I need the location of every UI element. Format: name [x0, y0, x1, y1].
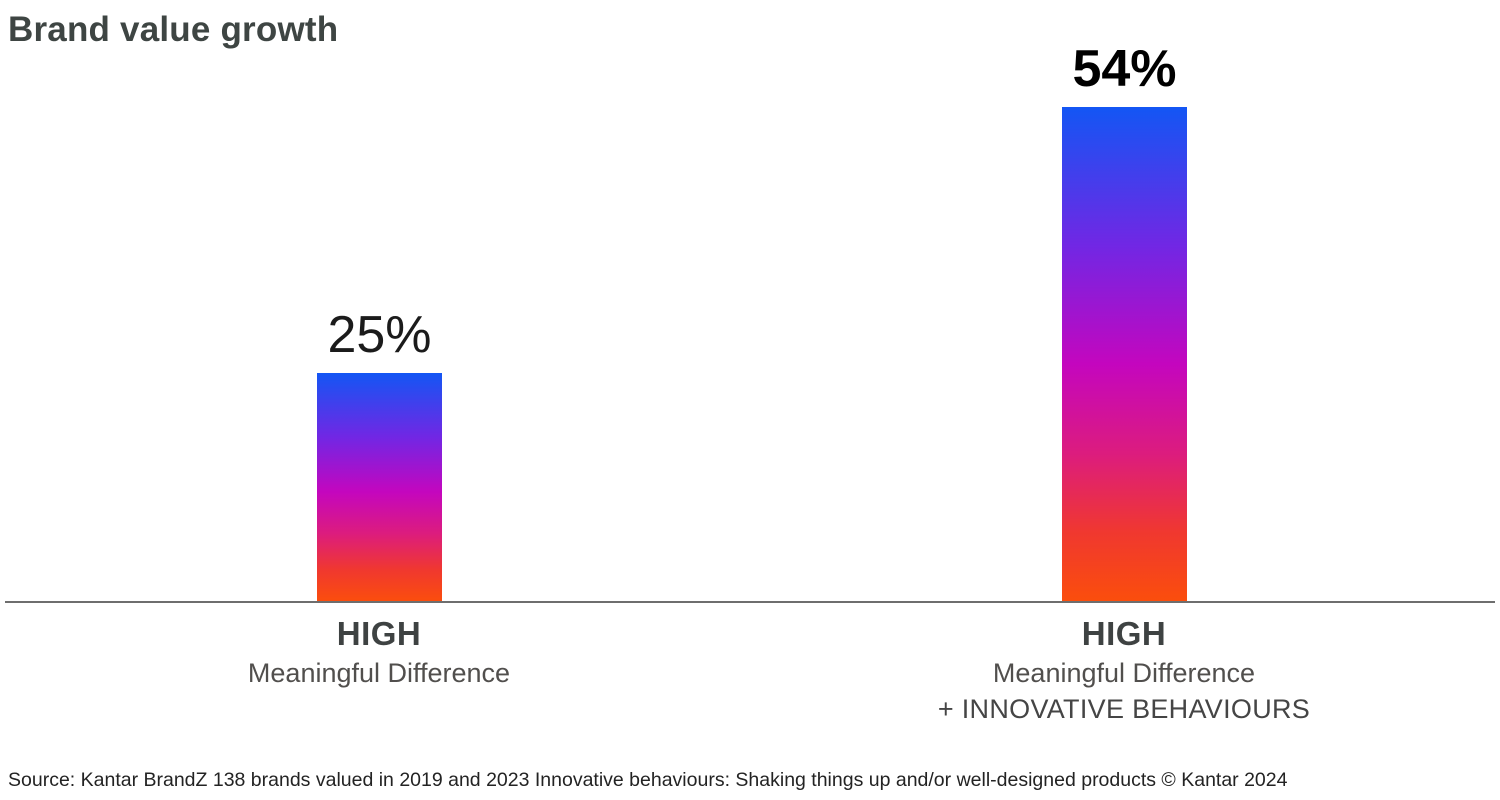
- category-head: HIGH: [336, 615, 422, 652]
- category-head: HIGH: [1081, 615, 1167, 652]
- bar-high-meaningful-difference: [317, 373, 442, 602]
- bar-value-label: 25%: [327, 306, 432, 364]
- category-label-1: HIGH Meaningful Difference: [119, 613, 639, 691]
- bar-group-high-md-innovative: 54%: [1062, 39, 1187, 602]
- category-subtitle: Meaningful Difference: [247, 658, 511, 689]
- source-attribution: Source: Kantar BrandZ 138 brands valued …: [8, 769, 1288, 791]
- bar-group-high-meaningful-difference: 25%: [317, 305, 442, 602]
- category-subtitle: Meaningful Difference: [992, 658, 1256, 689]
- bar-value-label: 54%: [1072, 40, 1177, 98]
- category-subtitle-2: + INNOVATIVE BEHAVIOURS: [937, 694, 1311, 724]
- x-axis-baseline: [5, 601, 1495, 603]
- category-label-2: HIGH Meaningful Difference + INNOVATIVE …: [864, 613, 1384, 727]
- chart-title: Brand value growth: [8, 10, 339, 49]
- bar-high-md-innovative: [1062, 107, 1187, 602]
